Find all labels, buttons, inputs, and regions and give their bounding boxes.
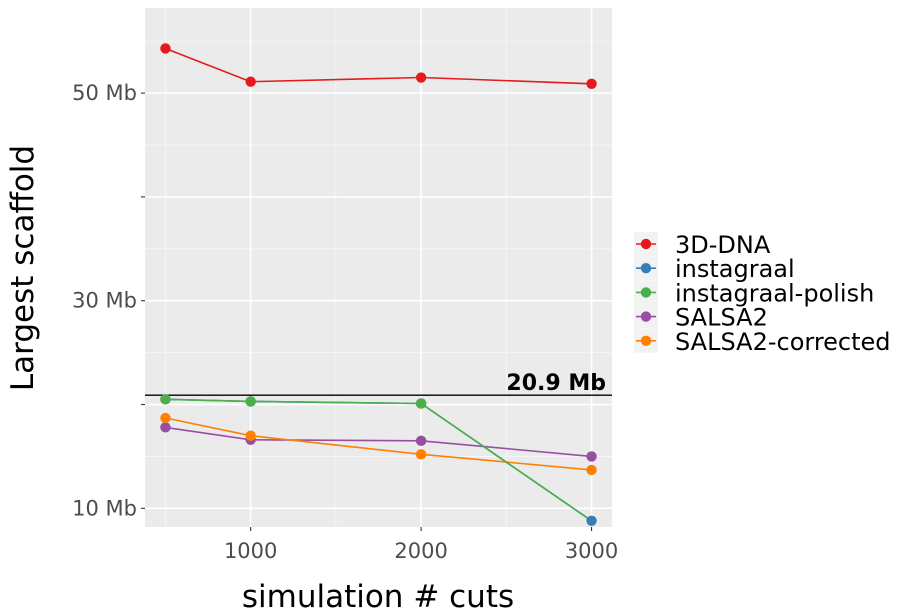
legend: 3D-DNAinstagraalinstagraal-polishSALSA2S… — [634, 231, 891, 356]
legend-key-point — [640, 311, 652, 322]
series-line-3d-dna — [165, 47, 592, 85]
series-points — [160, 43, 597, 526]
reference-line-label: 20.9 Mb — [506, 371, 606, 396]
legend-label: SALSA2 — [675, 304, 768, 332]
series-line-salsa2 — [165, 426, 592, 458]
series-line-instagraal-polish-segment — [420, 402, 592, 522]
data-point-3d-dna — [160, 43, 171, 54]
data-point-salsa2-corrected — [586, 464, 597, 476]
x-tick-label: 3000 — [565, 539, 618, 563]
x-tick-label: 1000 — [224, 539, 277, 563]
data-point-salsa2-corrected — [245, 430, 256, 441]
data-point-salsa2-corrected — [160, 412, 171, 424]
legend-label: 3D-DNA — [675, 231, 771, 259]
x-tick-label: 2000 — [394, 539, 447, 563]
y-tick-label: 30 Mb — [72, 289, 137, 313]
data-point-salsa2 — [586, 451, 597, 462]
data-point-salsa2-corrected — [415, 449, 427, 460]
y-axis: 10 Mb 30 Mb 50 Mb — [72, 81, 145, 520]
legend-label: SALSA2-corrected — [675, 328, 891, 356]
data-point-3d-dna — [245, 76, 256, 87]
reference-line-group: 20.9 Mb — [145, 371, 612, 396]
data-point-instagraal-polish — [160, 394, 171, 405]
y-axis-title: Largest scaffold — [5, 145, 41, 391]
legend-key-point — [640, 238, 652, 250]
legend-key-point — [640, 335, 652, 346]
legend-key-point — [640, 287, 652, 298]
data-point-instagraal-polish — [245, 396, 256, 407]
x-axis-title: simulation # cuts — [242, 579, 514, 615]
x-axis: 1000 2000 3000 — [224, 527, 618, 563]
data-point-instagraal-polish — [415, 398, 427, 409]
series-lines — [165, 47, 592, 522]
legend-key-point — [640, 263, 652, 274]
data-point-3d-dna — [415, 72, 427, 83]
legend-label: instagraal — [675, 255, 795, 283]
data-point-salsa2 — [415, 435, 427, 447]
data-point-3d-dna — [586, 78, 597, 89]
grid-minor — [145, 8, 612, 527]
data-point-salsa2 — [160, 422, 171, 433]
data-point-instagraal — [586, 515, 597, 526]
y-tick-label: 50 Mb — [72, 81, 137, 105]
y-tick-label: 10 Mb — [72, 496, 137, 520]
legend-label: instagraal-polish — [675, 279, 874, 307]
